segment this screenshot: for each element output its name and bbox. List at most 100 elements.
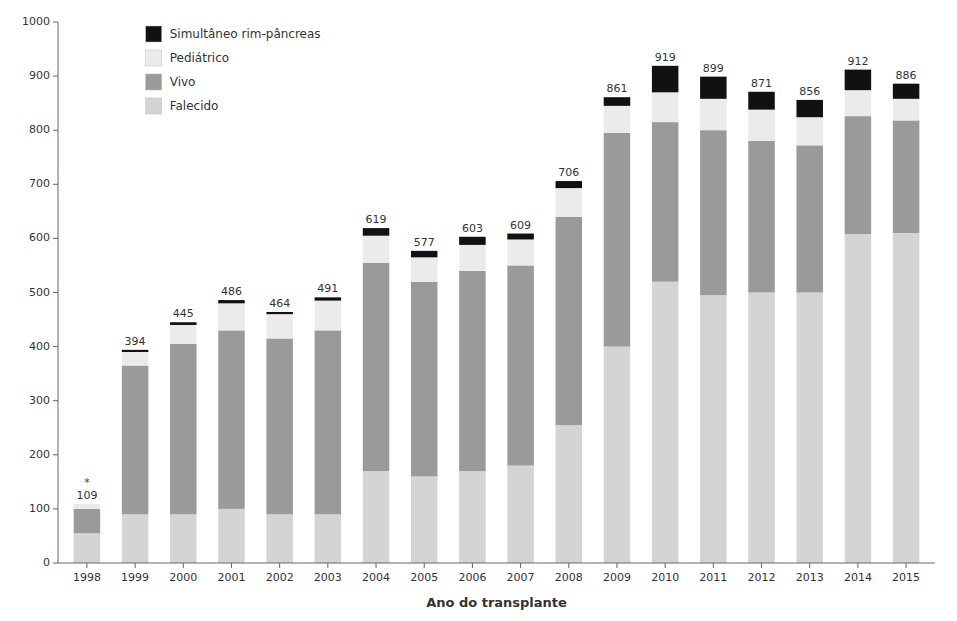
y-tick	[53, 346, 58, 347]
x-tick-label: 2008	[555, 571, 583, 584]
bar-segment	[700, 130, 727, 295]
x-tick	[376, 563, 377, 568]
bars	[74, 66, 920, 563]
x-tick-label: 2006	[458, 571, 486, 584]
bar-segment	[748, 110, 775, 141]
bar-segment	[411, 476, 438, 563]
x-tick-label: 2007	[507, 571, 535, 584]
y-tick-label: 600	[29, 231, 50, 244]
bar-segment	[796, 145, 823, 292]
bar-segment	[556, 181, 583, 188]
bar-segment	[315, 301, 342, 331]
y-tick	[53, 22, 58, 23]
legend-label: Simultâneo rim-pâncreas	[170, 27, 321, 41]
x-tick	[472, 563, 473, 568]
x-tick	[279, 563, 280, 568]
x-tick-label: 2014	[844, 571, 872, 584]
bar-segment	[363, 236, 390, 263]
bar-segment	[604, 133, 631, 347]
bar-segment	[604, 347, 631, 563]
x-tick-label: 1999	[121, 571, 149, 584]
y-tick	[53, 238, 58, 239]
chart-svg: *109394445486464491619577603609706861919…	[0, 0, 957, 621]
total-label: 491	[317, 282, 338, 295]
y-tick-label: 1000	[22, 15, 50, 28]
y-tick	[53, 563, 58, 564]
y-tick-label: 800	[29, 123, 50, 136]
total-labels: *109394445486464491619577603609706861919…	[76, 51, 916, 502]
x-tick	[616, 563, 617, 568]
legend-swatch	[146, 74, 162, 90]
legend: Simultâneo rim-pâncreasPediátricoVivoFal…	[146, 26, 321, 114]
x-tick-label: 2015	[892, 571, 920, 584]
x-tick	[183, 563, 184, 568]
bar-segment	[556, 425, 583, 563]
total-label: 919	[655, 51, 676, 64]
x-tick	[424, 563, 425, 568]
bar-segment	[266, 514, 293, 563]
bar-segment	[604, 97, 631, 106]
x-tick	[135, 563, 136, 568]
x-tick-label: 2011	[699, 571, 727, 584]
bar-segment	[363, 228, 390, 236]
bar-segment	[845, 234, 872, 563]
bar-segment	[507, 466, 534, 563]
x-tick-label: 2000	[169, 571, 197, 584]
bar-segment	[315, 514, 342, 563]
bar-segment	[122, 350, 149, 352]
x-tick-label: 2005	[410, 571, 438, 584]
x-tick	[86, 563, 87, 568]
bar-segment	[218, 330, 245, 509]
bar-segment	[74, 533, 101, 563]
y-tick	[53, 184, 58, 185]
total-label: 609	[510, 219, 531, 232]
total-label: 486	[221, 285, 242, 298]
y-tick-label: 200	[29, 448, 50, 461]
legend-label: Falecido	[170, 99, 219, 113]
x-tick-label: 2004	[362, 571, 390, 584]
x-axis-line	[58, 563, 935, 564]
total-label: 445	[173, 307, 194, 320]
bar-segment	[556, 217, 583, 425]
total-label: 394	[125, 335, 146, 348]
bar-segment	[363, 263, 390, 471]
chart-container: *109394445486464491619577603609706861919…	[0, 0, 957, 621]
x-tick-label: 2003	[314, 571, 342, 584]
x-tick	[520, 563, 521, 568]
legend-swatch	[146, 50, 162, 66]
y-tick	[53, 508, 58, 509]
total-label: 577	[414, 236, 435, 249]
bar-segment	[893, 99, 920, 121]
x-tick	[857, 563, 858, 568]
bar-segment	[652, 92, 679, 122]
y-tick-label: 700	[29, 177, 50, 190]
legend-label: Vivo	[170, 75, 196, 89]
bar-segment	[700, 99, 727, 130]
bar-segment	[122, 352, 149, 366]
bar-segment	[411, 257, 438, 281]
x-tick-label: 2013	[796, 571, 824, 584]
bar-segment	[652, 66, 679, 93]
bar-segment	[604, 106, 631, 133]
total-label: 871	[751, 77, 772, 90]
bar-segment	[459, 271, 486, 471]
bar-segment	[845, 90, 872, 116]
total-label: 603	[462, 222, 483, 235]
bar-segment	[218, 509, 245, 563]
x-tick	[761, 563, 762, 568]
bar-segment	[315, 297, 342, 300]
bar-segment	[893, 120, 920, 233]
total-label: 856	[799, 85, 820, 98]
x-tick	[231, 563, 232, 568]
bar-segment	[170, 325, 197, 344]
total-label: 912	[847, 55, 868, 68]
y-tick-label: 400	[29, 340, 50, 353]
legend-swatch	[146, 98, 162, 114]
bar-segment	[122, 514, 149, 563]
bar-segment	[315, 330, 342, 514]
y-tick-label: 900	[29, 69, 50, 82]
total-label: 899	[703, 62, 724, 75]
x-tick	[906, 563, 907, 568]
bar-segment	[796, 117, 823, 145]
bar-segment	[266, 314, 293, 338]
